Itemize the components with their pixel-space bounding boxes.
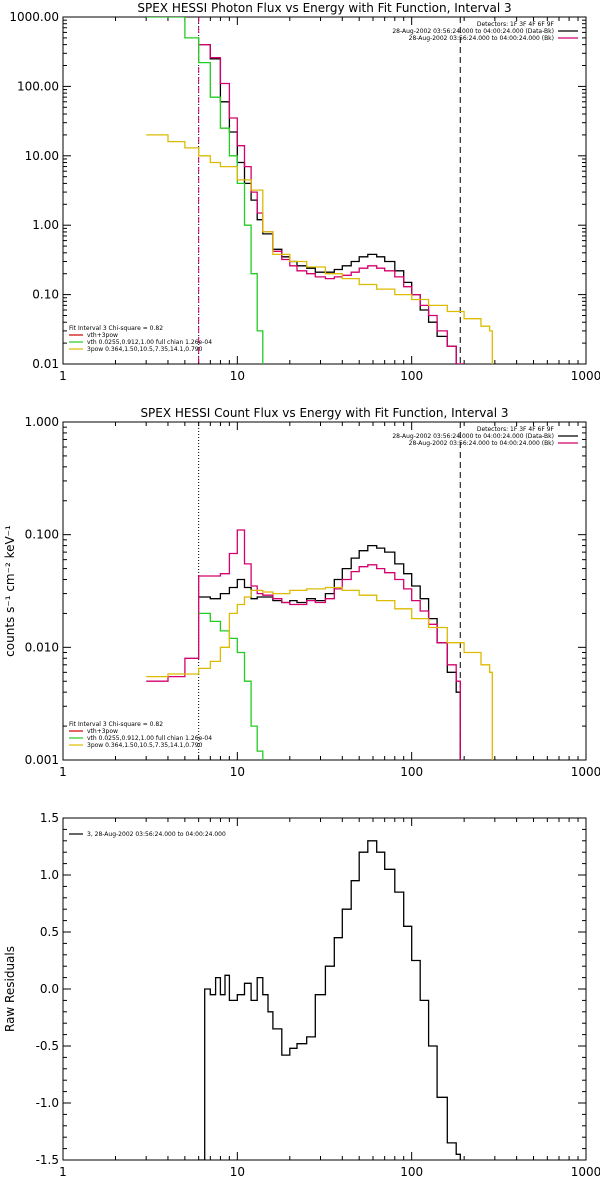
y-axis-label: Raw Residuals [3, 946, 17, 1032]
x-tick-label: 10 [230, 765, 245, 779]
chart-panel-2: SPEX HESSI Count Flux vs Energy with Fit… [3, 406, 600, 779]
legend-right-entry: Detectors: 1F 3F 4F 6F 9F [477, 21, 555, 28]
x-tick-label: 100 [400, 369, 423, 383]
series-line-2 [198, 43, 465, 364]
chart-title: SPEX HESSI Photon Flux vs Energy with Fi… [137, 1, 511, 15]
y-tick-label: -1.5 [36, 1153, 59, 1167]
y-tick-label: 0.01 [32, 357, 59, 371]
x-tick-label: 1000 [571, 1165, 600, 1179]
y-tick-label: 0.010 [25, 640, 59, 654]
x-tick-label: 1000 [571, 369, 600, 383]
series-group [146, 529, 493, 760]
y-tick-label: 100.00 [17, 79, 59, 93]
legend-right-entry: 28-Aug-2002 03:56:24.000 to 04:00:24.000… [409, 35, 554, 42]
y-tick-label: -0.5 [36, 1039, 59, 1053]
legend-left-entry: vth 0.0255,0.912,1.00 full chian 1.26e-0… [87, 735, 212, 742]
plot-frame [62, 421, 587, 761]
legend-left-entry: 3pow 0.364,1.50,10.5,7.35,14.1,0.790 [87, 346, 203, 353]
y-tick-label: 0.0 [40, 982, 59, 996]
y-tick-label: 1000.00 [9, 10, 59, 24]
legend-right-entry: 28-Aug-2002 03:56:24.000 to 04:00:24.000… [392, 28, 554, 35]
series-line-2 [146, 529, 461, 760]
series-line-1 [198, 43, 465, 364]
series-line-4 [146, 134, 493, 364]
y-tick-label: 1.000 [25, 415, 59, 429]
y-tick-label: 0.5 [40, 925, 59, 939]
series-group [198, 840, 461, 1160]
x-tick-label: 1 [59, 765, 67, 779]
x-tick-label: 10 [230, 1165, 245, 1179]
y-tick-label: 1.00 [32, 218, 59, 232]
series-line-1 [198, 840, 461, 1160]
legend-right-entry: 28-Aug-2002 03:56:24.000 to 04:00:24.000… [392, 433, 554, 440]
x-tick-label: 1 [59, 1165, 67, 1179]
series-line-3 [198, 612, 264, 760]
legend-left-entry: vth+3pow [87, 728, 118, 735]
series-group [146, 17, 493, 364]
legend-left-title: Fit Interval 3 Chi-square = 0.82 [69, 721, 163, 728]
x-tick-label: 1 [59, 369, 67, 383]
x-tick-label: 1000 [571, 765, 600, 779]
chart-panel-1: SPEX HESSI Photon Flux vs Energy with Fi… [9, 1, 600, 383]
y-tick-label: 10.00 [25, 149, 59, 163]
y-tick-label: 1.0 [40, 868, 59, 882]
legend-left-entry: 3, 28-Aug-2002 03:56:24.000 to 04:00:24.… [87, 831, 226, 838]
legend-right-entry: Detectors: 1F 3F 4F 6F 9F [477, 426, 555, 433]
legend-right-entry: 28-Aug-2002 03:56:24.000 to 04:00:24.000… [409, 440, 554, 447]
chart-title: SPEX HESSI Count Flux vs Energy with Fit… [140, 406, 508, 420]
legend-left-entry: vth 0.0255,0.912,1.00 full chian 1.26e-0… [87, 339, 212, 346]
x-tick-label: 10 [230, 369, 245, 383]
x-tick-label: 100 [400, 765, 423, 779]
y-tick-label: 0.10 [32, 288, 59, 302]
plot-frame [62, 16, 587, 365]
y-tick-label: 0.100 [25, 528, 59, 542]
y-tick-label: -1.0 [36, 1096, 59, 1110]
series-line-4 [146, 586, 493, 760]
legend-left-title: Fit Interval 3 Chi-square = 0.82 [69, 325, 163, 332]
legend-left-entry: vth+3pow [87, 332, 118, 339]
legend-left-entry: 3pow 0.364,1.50,10.5,7.35,14.1,0.790 [87, 742, 203, 749]
plot-frame [62, 817, 587, 1161]
y-tick-label: 0.001 [25, 753, 59, 767]
y-tick-label: 1.5 [40, 811, 59, 825]
series-line-1 [198, 544, 461, 760]
chart-panel-3: Raw Residuals 1 10 100 1000 1.5 1.0 0.5 0.0 -0.5 -… [3, 811, 600, 1179]
series-line-3 [146, 17, 264, 364]
x-tick-label: 100 [400, 1165, 423, 1179]
y-axis-label: counts s⁻¹ cm⁻² keV⁻¹ [3, 525, 17, 657]
